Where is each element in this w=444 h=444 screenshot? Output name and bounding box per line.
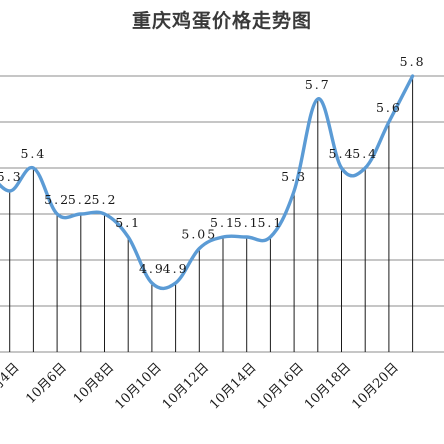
x-tick-label: 10月14日: [207, 360, 259, 412]
x-tick-label: 10月8日: [71, 360, 118, 407]
series-egg-price: [0, 74, 415, 291]
x-tick-label: 10月20日: [349, 360, 401, 412]
x-tick-label: 10月10日: [112, 360, 164, 412]
data-label: 5.1: [234, 215, 260, 230]
x-tick-label: 10月4日: [0, 360, 23, 407]
data-label: 5.4: [352, 146, 378, 161]
x-tick-label: 10月18日: [302, 360, 354, 412]
data-label: 5.8: [400, 54, 426, 69]
data-label: 5.7: [305, 77, 331, 92]
data-label: 5.05: [181, 227, 217, 242]
data-label: 4.9: [139, 261, 165, 276]
data-label: 5.1: [115, 215, 141, 230]
data-label: 5.1: [210, 215, 236, 230]
category-lines: [9, 76, 414, 352]
data-label: 5.1: [257, 215, 283, 230]
data-label: 5.2: [44, 192, 70, 207]
data-label: 5.3: [281, 169, 307, 184]
data-label: 4.9: [163, 261, 189, 276]
data-label: 5.3: [0, 169, 23, 184]
x-tick-label: 10月6日: [23, 360, 70, 407]
series-line: [0, 74, 415, 291]
data-labels: 5.45.35.45.25.25.25.14.94.95.055.15.15.1…: [0, 54, 426, 276]
grid-lines: [0, 75, 444, 353]
data-label: 5.4: [329, 146, 355, 161]
data-label: 5.2: [92, 192, 118, 207]
x-tick-labels: 10月4日 10月6日 10月8日10月10日10月12日10月14日10月16日1…: [0, 360, 402, 412]
data-label: 5.6: [376, 100, 402, 115]
data-label: 5.2: [68, 192, 94, 207]
x-tick-label: 10月16日: [255, 360, 307, 412]
x-tick-label: 10月12日: [160, 360, 212, 412]
data-label: 5.4: [20, 146, 46, 161]
chart-title: 重庆鸡蛋价格走势图: [131, 10, 312, 32]
